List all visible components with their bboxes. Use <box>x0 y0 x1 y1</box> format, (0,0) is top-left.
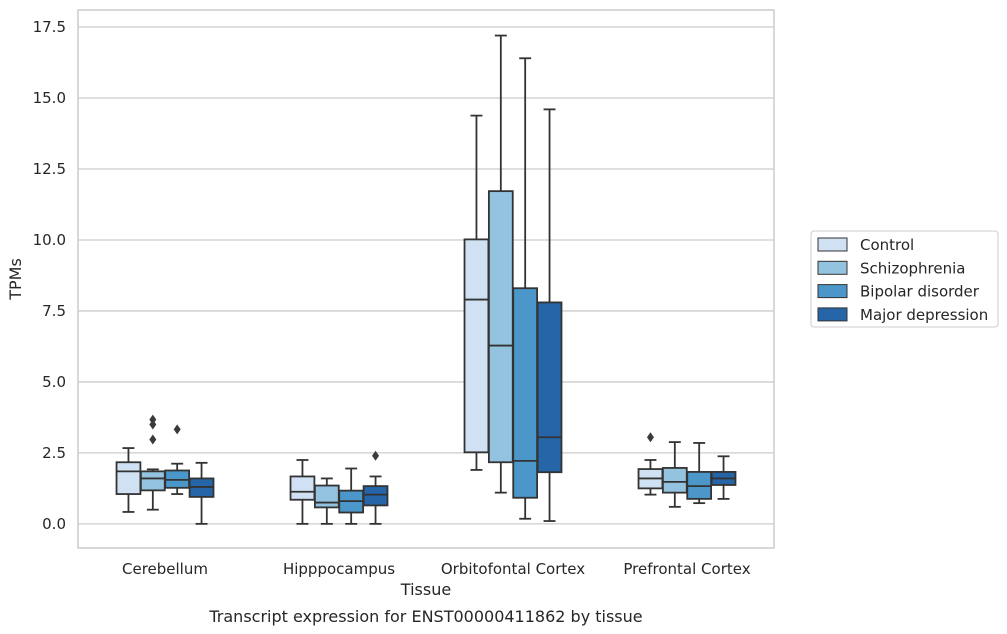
legend-swatch <box>817 237 848 252</box>
y-tick-label: 5.0 <box>42 373 66 391</box>
box-schizophrenia-0 <box>139 414 166 511</box>
box-bipolar-disorder-1 <box>338 467 365 525</box>
box-major-depression-1 <box>362 450 389 525</box>
y-gridlines <box>78 26 774 525</box>
y-tick-labels: 0.0 2.5 5.0 7.5 10.0 12.5 15.0 17.5 <box>33 18 66 533</box>
legend-swatch <box>817 307 848 322</box>
plot-background <box>78 10 774 548</box>
outlier-point <box>646 432 654 443</box>
legend-label: Major depression <box>860 306 988 324</box>
box-iqr <box>487 190 514 464</box>
outlier-point <box>372 450 380 461</box>
legend-label: Control <box>860 236 914 254</box>
box-iqr <box>536 301 563 474</box>
legend-label: Bipolar disorder <box>860 283 980 301</box>
box-iqr <box>463 238 490 454</box>
box-control-0 <box>115 447 142 513</box>
box-iqr <box>362 485 389 507</box>
x-tick-label: Cerebellum <box>122 560 208 578</box>
x-tick-label: Hipppocampus <box>283 560 395 578</box>
box-bipolar-disorder-2 <box>512 57 539 520</box>
x-axis-title: Tissue <box>400 580 451 599</box>
box-iqr <box>115 461 142 495</box>
x-tick-label: Prefrontal Cortex <box>623 560 750 578</box>
outlier-point <box>173 424 181 435</box>
y-tick-label: 0.0 <box>42 515 66 533</box>
x-tick-label: Orbitofontal Cortex <box>441 560 585 578</box>
y-tick-label: 2.5 <box>42 444 66 462</box>
plot-frame <box>77 9 775 549</box>
box-iqr <box>139 470 166 492</box>
box-major-depression-0 <box>188 461 215 525</box>
y-tick-label: 7.5 <box>42 302 66 320</box>
box-iqr <box>313 484 340 509</box>
box-bipolar-disorder-0 <box>164 424 191 495</box>
legend-swatch <box>817 284 848 299</box>
box-iqr <box>289 475 316 501</box>
box-iqr <box>661 467 688 494</box>
box-major-depression-2 <box>536 108 563 522</box>
legend-label: Schizophrenia <box>860 259 965 277</box>
legend-swatch <box>817 260 848 275</box>
y-axis-title: TPMs <box>6 258 25 301</box>
outlier-point <box>149 434 157 445</box>
legend-frame <box>810 230 999 328</box>
y-tick-label: 15.0 <box>33 89 66 107</box>
x-tick-labels: Cerebellum Hipppocampus Orbitofontal Corte… <box>122 560 751 578</box>
legend: Control Schizophrenia Bipolar disorder Majo… <box>810 230 999 328</box>
y-tick-label: 10.0 <box>33 231 66 249</box>
box-iqr <box>512 287 539 499</box>
outlier-point <box>149 414 157 425</box>
box-major-depression-3 <box>710 455 737 500</box>
box-control-1 <box>289 459 316 525</box>
y-tick-label: 12.5 <box>33 160 66 178</box>
box-groups <box>115 34 737 525</box>
y-tick-label: 17.5 <box>33 18 66 36</box>
chart-caption: Transcript expression for ENST0000041186… <box>208 607 642 626</box>
